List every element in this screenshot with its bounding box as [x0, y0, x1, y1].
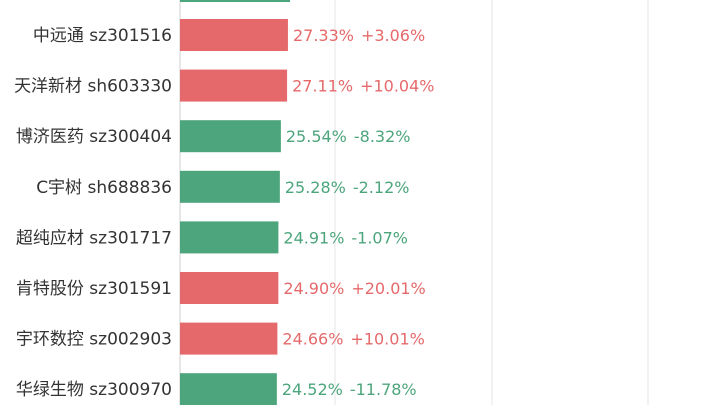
bar: [180, 373, 277, 405]
category-label: 博济医药 sz300404: [16, 127, 172, 147]
bar: [180, 322, 278, 355]
category-label: 中远通 sz301516: [33, 26, 172, 46]
change-label: +3.06%: [361, 26, 425, 45]
bar: [180, 221, 279, 254]
category-label: 肯特股份 sz301591: [16, 279, 172, 299]
bar-partial-top: [180, 0, 290, 2]
bar: [180, 272, 279, 304]
bar: [180, 69, 288, 102]
value-label: 25.28%: [285, 178, 346, 197]
change-label: +20.01%: [351, 279, 425, 298]
change-label: -11.78%: [350, 380, 417, 399]
category-label: 超纯应材 sz301717: [16, 228, 172, 248]
value-label: 24.90%: [283, 279, 344, 298]
value-label: 27.11%: [292, 77, 353, 96]
change-label: +10.04%: [360, 77, 434, 96]
category-label: 天洋新材 sh603330: [14, 77, 172, 97]
value-label: 25.54%: [286, 127, 347, 146]
category-label: 华绿生物 sz300970: [16, 380, 172, 400]
bar: [180, 120, 281, 153]
value-label: 24.66%: [282, 330, 343, 349]
change-label: +10.01%: [350, 330, 424, 349]
change-label: -1.07%: [351, 228, 408, 247]
category-label: C宇树 sh688836: [36, 178, 172, 198]
value-label: 24.52%: [282, 380, 343, 399]
value-label: 27.33%: [293, 26, 354, 45]
category-label: 宇环数控 sz002903: [16, 330, 172, 350]
change-label: -2.12%: [353, 178, 410, 197]
bar: [180, 19, 288, 51]
bar: [180, 170, 280, 203]
value-label: 24.91%: [283, 228, 344, 247]
change-label: -8.32%: [354, 127, 411, 146]
